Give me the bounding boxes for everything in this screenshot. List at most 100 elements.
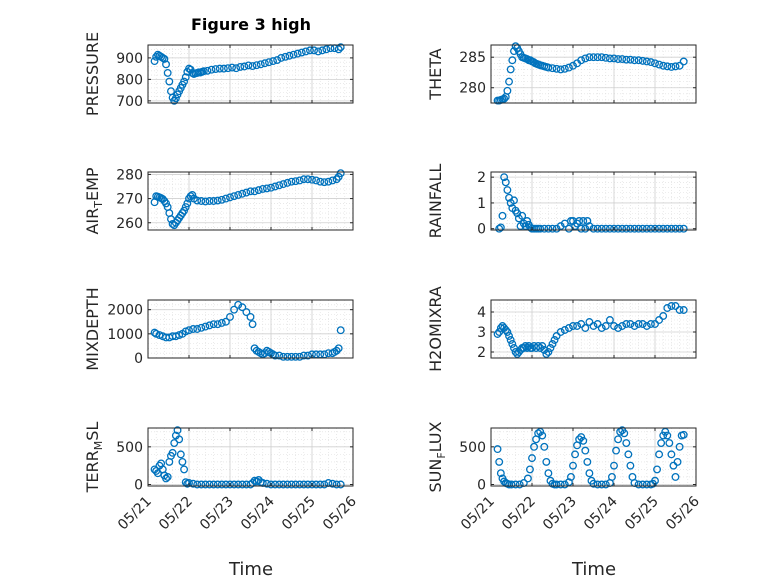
data-point xyxy=(642,224,651,233)
data-point xyxy=(234,480,243,489)
data-point xyxy=(201,480,210,489)
data-point xyxy=(653,465,661,474)
data-point xyxy=(171,94,180,103)
data-point xyxy=(622,224,631,233)
data-point xyxy=(556,222,565,231)
subplot-mixdepth: 0 1000 2000 MIXDEPTH xyxy=(83,287,354,371)
data-point xyxy=(634,56,643,65)
data-point xyxy=(246,187,255,196)
data-point xyxy=(679,224,688,233)
data-point xyxy=(262,479,271,488)
data-point xyxy=(162,199,170,208)
data-point xyxy=(238,189,247,198)
data-point xyxy=(655,224,664,233)
data-point xyxy=(659,431,668,440)
data-point xyxy=(501,178,510,187)
data-point xyxy=(646,58,655,67)
data-point xyxy=(610,224,618,233)
data-point xyxy=(622,320,631,328)
data-point xyxy=(675,224,684,233)
data-point xyxy=(575,435,584,444)
data-point xyxy=(336,326,345,335)
data-point xyxy=(495,457,504,466)
data-point xyxy=(277,53,286,62)
data-point xyxy=(310,46,318,55)
data-point xyxy=(597,324,606,332)
data-point xyxy=(589,479,598,488)
data-point xyxy=(203,66,212,75)
data-point xyxy=(577,56,586,65)
data-point xyxy=(624,450,633,459)
data-point xyxy=(153,469,162,478)
data-point xyxy=(581,324,590,332)
data-point xyxy=(267,183,275,192)
data-point xyxy=(507,480,516,489)
data-point xyxy=(601,480,610,489)
data-point xyxy=(209,480,218,489)
y-tick-label: 2 xyxy=(477,170,486,186)
data-point xyxy=(189,479,198,488)
data-point xyxy=(291,480,300,489)
data-point xyxy=(638,56,647,65)
data-point xyxy=(295,352,304,361)
data-point xyxy=(585,469,594,478)
data-point xyxy=(622,439,631,448)
data-point xyxy=(515,480,524,489)
data-point xyxy=(550,336,559,344)
data-point xyxy=(518,211,527,220)
data-point xyxy=(236,62,245,71)
data-point xyxy=(675,306,684,314)
y-axis-label: H2OMIXRA xyxy=(426,286,445,372)
data-point xyxy=(618,322,627,330)
data-point xyxy=(281,52,290,61)
data-point xyxy=(544,469,553,478)
data-point xyxy=(552,480,561,489)
y-axis-label-part: EMP xyxy=(83,167,102,201)
data-point xyxy=(176,450,185,459)
y-axis-label: RAINFALL xyxy=(426,164,445,239)
data-point xyxy=(217,480,226,489)
data-point xyxy=(618,224,627,233)
data-point xyxy=(332,175,341,184)
data-point xyxy=(610,322,618,330)
y-tick-label: 0 xyxy=(477,477,486,493)
data-point xyxy=(638,480,647,489)
data-point xyxy=(581,446,590,455)
data-point xyxy=(299,175,308,184)
y-tick-label: 3 xyxy=(477,325,486,341)
data-point xyxy=(597,53,606,62)
scatter-series-air-temp xyxy=(150,169,345,230)
data-point xyxy=(160,55,169,63)
data-point xyxy=(291,177,300,186)
data-point xyxy=(534,429,543,438)
data-point xyxy=(496,469,505,478)
data-point xyxy=(511,480,520,489)
data-point xyxy=(332,346,341,355)
data-point xyxy=(213,480,222,489)
data-point xyxy=(564,324,573,332)
data-point xyxy=(663,304,672,312)
data-point xyxy=(548,224,557,233)
data-point xyxy=(544,348,553,356)
y-axis-label-subscript: T xyxy=(92,201,105,209)
data-point xyxy=(618,55,627,63)
data-point xyxy=(577,433,586,441)
data-point xyxy=(295,176,304,185)
grid xyxy=(147,172,354,230)
data-point xyxy=(285,51,294,60)
data-point xyxy=(163,473,172,481)
scatter-series-sun-flux xyxy=(493,426,688,489)
data-point xyxy=(679,306,688,314)
data-point xyxy=(316,177,325,186)
data-point xyxy=(312,480,321,489)
data-point xyxy=(605,54,614,63)
data-point xyxy=(593,53,602,62)
y-tick-label: 2 xyxy=(477,345,486,361)
data-point xyxy=(503,86,512,95)
y-axis-label-part: AIR xyxy=(83,208,102,235)
subplot-theta: 280 285 THETA xyxy=(426,42,697,105)
data-point xyxy=(238,480,247,489)
data-point xyxy=(336,480,345,489)
data-point xyxy=(301,47,310,56)
figure-title: Figure 3 high xyxy=(191,15,311,34)
